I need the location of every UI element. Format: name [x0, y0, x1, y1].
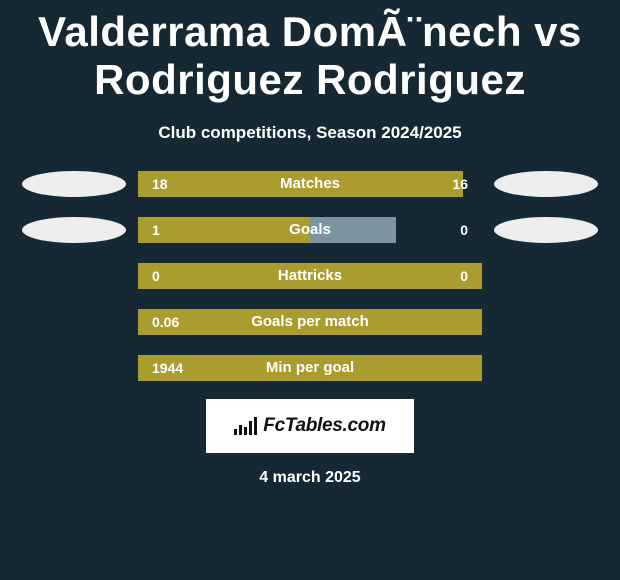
- stat-row: 18 16 Matches: [10, 171, 610, 197]
- bar-track: 1 0 Goals: [138, 217, 482, 243]
- stat-value-left: 1944: [138, 355, 197, 381]
- player-ellipse-left: [22, 171, 126, 197]
- ellipse-slot-right: [482, 217, 610, 243]
- ellipse-slot-right: [482, 171, 610, 197]
- bar-track: 0.06 Goals per match: [138, 309, 482, 335]
- bar-track: 1944 Min per goal: [138, 355, 482, 381]
- subtitle: Club competitions, Season 2024/2025: [158, 123, 461, 143]
- page-title: Valderrama DomÃ¨nech vs Rodriguez Rodrig…: [10, 8, 610, 105]
- stat-label: Min per goal: [266, 355, 354, 381]
- stat-row: 1 0 Goals: [10, 217, 610, 243]
- stat-value-left: 0.06: [138, 309, 193, 335]
- stat-value-right: [454, 355, 482, 381]
- stat-value-right: 16: [438, 171, 482, 197]
- stat-label: Goals per match: [251, 309, 369, 335]
- ellipse-slot-left: [10, 217, 138, 243]
- stat-row: 1944 Min per goal: [10, 355, 610, 381]
- bar-track: 0 0 Hattricks: [138, 263, 482, 289]
- stat-value-right: [454, 309, 482, 335]
- stat-label: Matches: [280, 171, 340, 197]
- date: 4 march 2025: [259, 469, 360, 487]
- stats-section: 18 16 Matches 1 0 Goals 0 0 Hattricks 0.06 Goals p…: [10, 171, 610, 381]
- stat-value-left: 0: [138, 263, 174, 289]
- stat-value-right: 0: [446, 217, 482, 243]
- logo-box[interactable]: FcTables.com: [206, 399, 414, 453]
- player-ellipse-right: [494, 171, 598, 197]
- chart-icon: [234, 417, 257, 435]
- stat-value-right: 0: [446, 263, 482, 289]
- logo-text: FcTables.com: [263, 415, 385, 437]
- stat-row: 0.06 Goals per match: [10, 309, 610, 335]
- stat-label: Goals: [289, 217, 331, 243]
- bar-track: 18 16 Matches: [138, 171, 482, 197]
- stat-value-left: 18: [138, 171, 182, 197]
- stat-value-left: 1: [138, 217, 174, 243]
- comparison-widget: Valderrama DomÃ¨nech vs Rodriguez Rodrig…: [0, 0, 620, 487]
- ellipse-slot-left: [10, 171, 138, 197]
- player-ellipse-right: [494, 217, 598, 243]
- stat-label: Hattricks: [278, 263, 342, 289]
- stat-row: 0 0 Hattricks: [10, 263, 610, 289]
- player-ellipse-left: [22, 217, 126, 243]
